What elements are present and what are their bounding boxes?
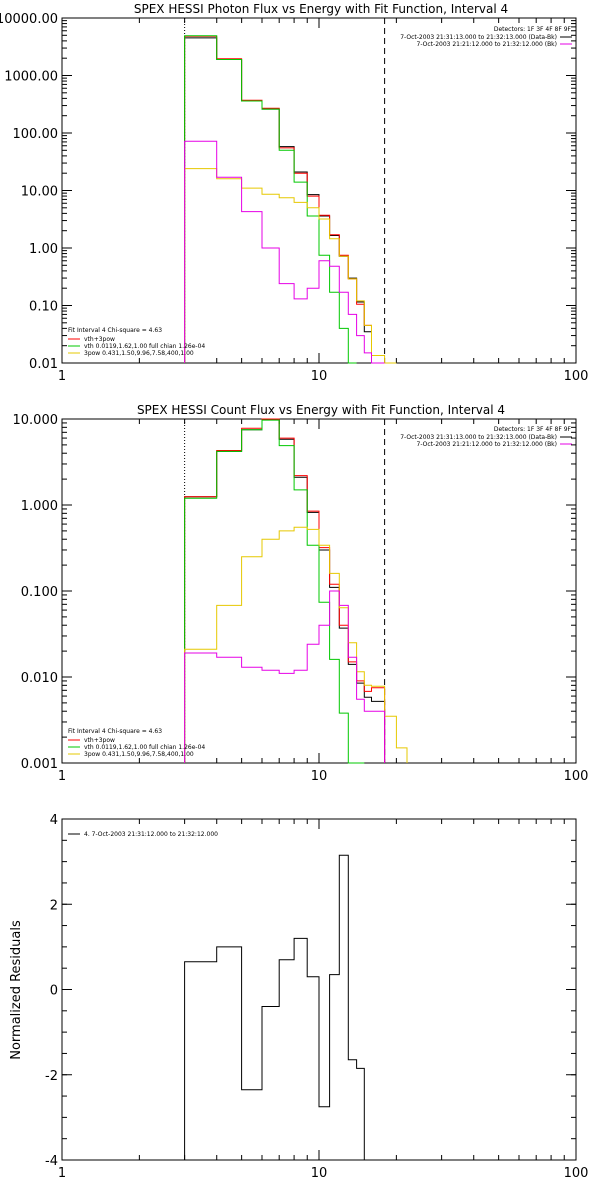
series-line bbox=[184, 854, 365, 1160]
y-tick-label: 0.010 bbox=[21, 671, 58, 686]
y-tick-label: 0.100 bbox=[21, 585, 58, 600]
legend-item: vth 0.0119,1.62,1.00 full chian 1.26e-04 bbox=[84, 343, 205, 350]
axes: 1 10 100 0.001 0.010 0.100 1.000 10.000 bbox=[13, 413, 589, 784]
legend-right: Detectors: 1F 3F 4F 8F 9F 7-Oct-2003 21:… bbox=[400, 26, 572, 48]
series-line bbox=[184, 418, 386, 763]
legend-item: 7-Oct-2003 21:31:13.000 to 21:32:13.000 … bbox=[400, 34, 557, 41]
series-line bbox=[184, 35, 372, 363]
legend-header: Detectors: 1F 3F 4F 8F 9F bbox=[494, 426, 572, 433]
y-tick-label: 10000.00 bbox=[0, 12, 58, 27]
y-tick-label: 0.01 bbox=[29, 357, 58, 372]
y-tick-label: 100.00 bbox=[13, 127, 59, 142]
series-layer bbox=[184, 854, 365, 1160]
y-tick-label: 1.000 bbox=[21, 499, 58, 514]
series-layer bbox=[184, 35, 397, 364]
legend-item: 7-Oct-2003 21:21:12.000 to 21:32:12.000 … bbox=[417, 441, 558, 448]
axes: 1 10 100 0.01 0.10 1.00 10.00 100.00 1000.00 1000… bbox=[0, 12, 588, 384]
x-tick-label: 100 bbox=[564, 1166, 589, 1181]
x-tick-label: 1 bbox=[58, 769, 66, 784]
x-tick-label: 1 bbox=[58, 1166, 66, 1181]
range-markers bbox=[184, 18, 386, 363]
legend-left: Fit Interval 4 Chi-square = 4.63 vth+3po… bbox=[68, 728, 205, 758]
y-tick-label: -4 bbox=[45, 1154, 58, 1169]
series-line bbox=[184, 419, 386, 763]
x-tick-label: 1 bbox=[58, 369, 66, 384]
legend-item: 4. 7-Oct-2003 21:31:12.000 to 21:32:12.0… bbox=[84, 831, 218, 838]
y-axis-label: Normalized Residuals bbox=[9, 920, 24, 1060]
legend-right: Detectors: 1F 3F 4F 8F 9F 7-Oct-2003 21:… bbox=[400, 426, 572, 448]
y-tick-label: 10.000 bbox=[13, 413, 59, 428]
legend-item: 3pow 0.431,1.50,9.96,7.58,400,1.00 bbox=[84, 751, 194, 758]
legend-left: Fit Interval 4 Chi-square = 4.63 vth+3po… bbox=[68, 327, 205, 357]
y-tick-label: 10.00 bbox=[21, 185, 58, 200]
legend-left: 4. 7-Oct-2003 21:31:12.000 to 21:32:12.0… bbox=[68, 831, 218, 838]
series-line bbox=[184, 168, 397, 364]
series-line bbox=[184, 37, 372, 363]
range-markers bbox=[184, 419, 386, 763]
y-tick-label: 0 bbox=[50, 984, 58, 999]
y-tick-label: -2 bbox=[45, 1069, 58, 1084]
y-tick-label: 4 bbox=[50, 813, 58, 828]
y-tick-label: 0.001 bbox=[21, 757, 58, 772]
x-tick-label: 10 bbox=[311, 1166, 328, 1181]
series-line bbox=[184, 526, 408, 763]
legend-item: vth+3pow bbox=[84, 336, 115, 343]
count-flux-panel: SPEX HESSI Count Flux vs Energy with Fit… bbox=[13, 403, 589, 784]
series-line bbox=[184, 35, 357, 364]
series-line bbox=[184, 419, 365, 764]
legend-item: vth+3pow bbox=[84, 737, 115, 744]
photon-flux-panel: SPEX HESSI Photon Flux vs Energy with Fi… bbox=[0, 2, 588, 384]
residuals-panel: Normalized Residuals 1 10 100 -4 -2 0 2 4 4. 7-… bbox=[9, 813, 588, 1181]
y-tick-label: 1000.00 bbox=[4, 70, 58, 85]
x-tick-label: 100 bbox=[564, 369, 589, 384]
legend-header: Fit Interval 4 Chi-square = 4.63 bbox=[68, 728, 162, 735]
axes: 1 10 100 -4 -2 0 2 4 bbox=[45, 813, 588, 1181]
legend-header: Fit Interval 4 Chi-square = 4.63 bbox=[68, 327, 162, 334]
series-line bbox=[184, 140, 385, 364]
y-tick-label: 1.00 bbox=[29, 242, 58, 257]
legend-item: 7-Oct-2003 21:21:12.000 to 21:32:12.000 … bbox=[417, 41, 558, 48]
x-tick-label: 10 bbox=[311, 769, 328, 784]
x-tick-label: 10 bbox=[311, 369, 328, 384]
plot-frame bbox=[61, 17, 577, 364]
y-tick-label: 2 bbox=[50, 898, 58, 913]
legend-item: 7-Oct-2003 21:31:13.000 to 21:32:13.000 … bbox=[400, 434, 557, 441]
legend-item: vth 0.0119,1.62,1.00 full chian 1.26e-04 bbox=[84, 744, 205, 751]
series-line bbox=[184, 590, 386, 763]
legend-header: Detectors: 1F 3F 4F 8F 9F bbox=[494, 26, 572, 33]
series-layer bbox=[184, 418, 408, 764]
chart-title: SPEX HESSI Photon Flux vs Energy with Fi… bbox=[134, 2, 508, 16]
legend-item: 3pow 0.431,1.50,9.96,7.58,400,1.00 bbox=[84, 350, 194, 357]
y-tick-label: 0.10 bbox=[29, 300, 58, 315]
chart-title: SPEX HESSI Count Flux vs Energy with Fit… bbox=[137, 403, 505, 417]
x-tick-label: 100 bbox=[564, 769, 589, 784]
